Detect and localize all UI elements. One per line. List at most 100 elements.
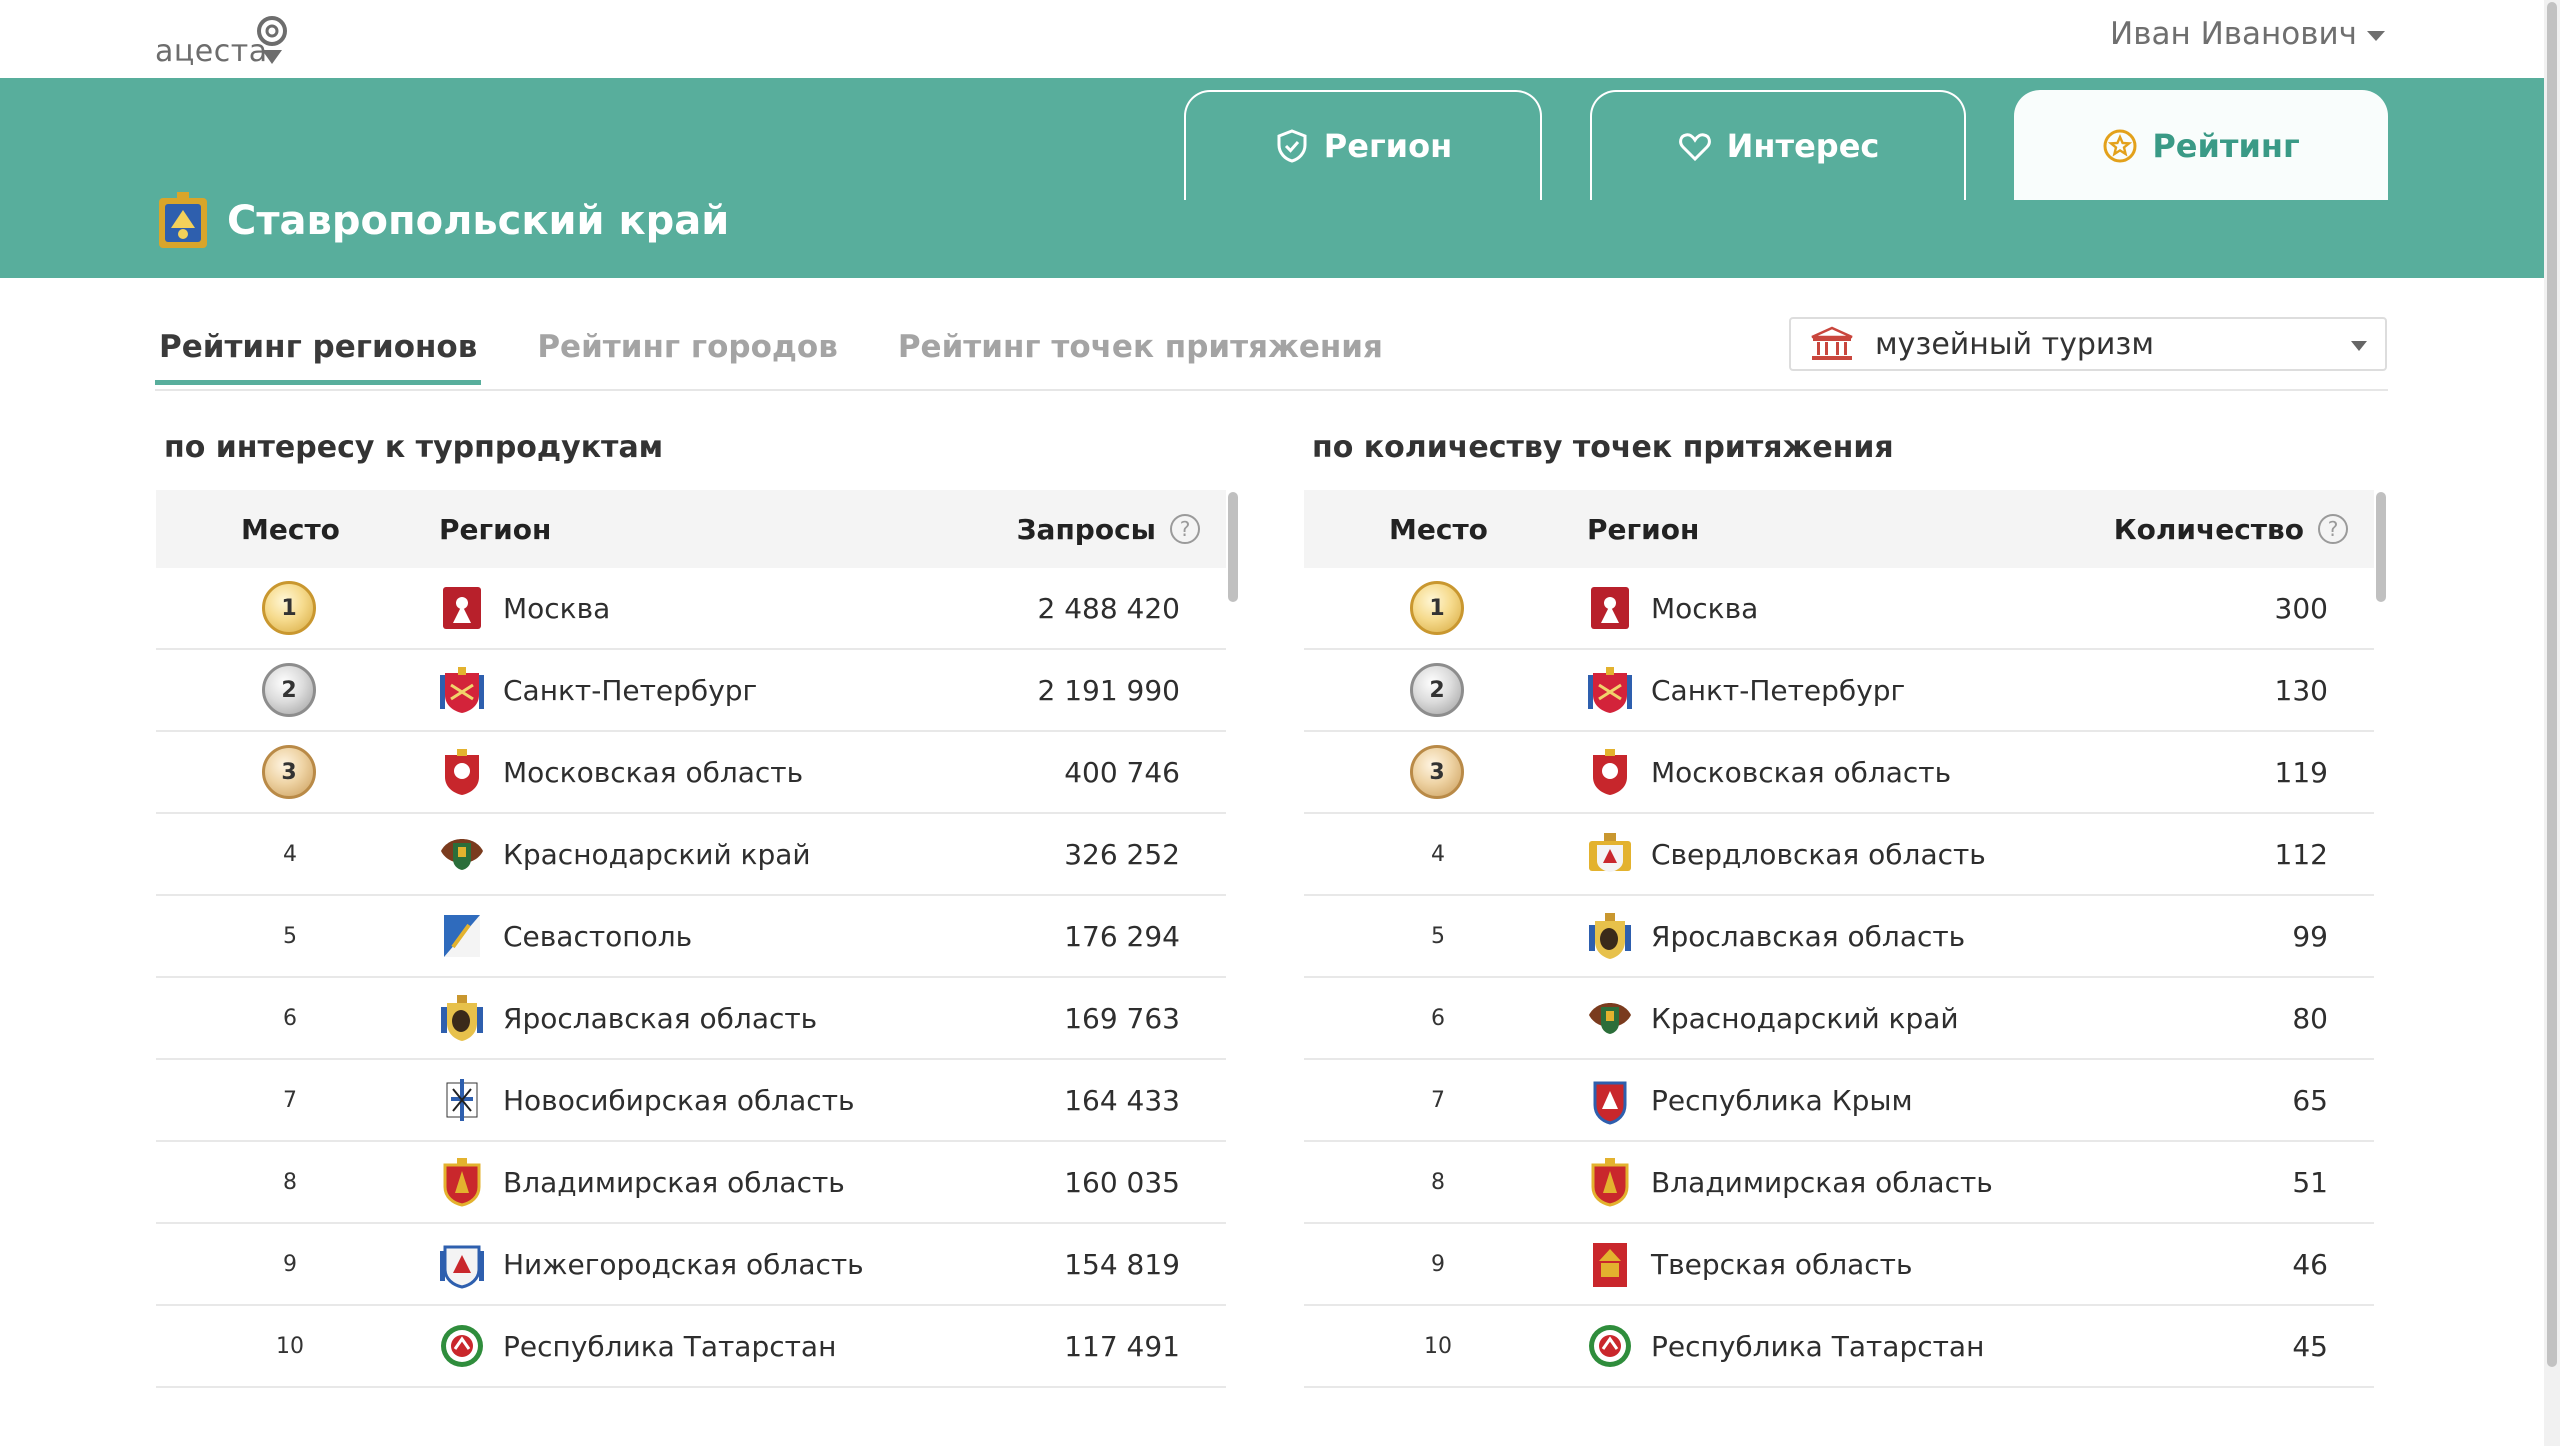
region-name: Санкт-Петербург: [503, 673, 758, 707]
table-row[interactable]: 4 Краснодарский край 326 252: [156, 814, 1226, 896]
bronze-medal-icon: 3: [262, 745, 316, 799]
region-name: Краснодарский край: [1651, 1001, 1959, 1035]
tab-rating-label: Рейтинг: [2152, 127, 2300, 165]
table-row[interactable]: 5 Ярославская область 99: [1304, 896, 2374, 978]
region-cell: Республика Татарстан: [1587, 1321, 1984, 1371]
user-menu[interactable]: Иван Иванович: [2110, 16, 2386, 52]
silver-medal-icon: 2: [1410, 663, 1464, 717]
coat-of-arms-icon: [440, 667, 484, 713]
place-number: 9: [283, 1251, 297, 1277]
place-number: 5: [283, 923, 297, 949]
region-name: Республика Татарстан: [503, 1329, 837, 1363]
tab-interest[interactable]: Интерес: [1590, 90, 1966, 200]
shield-check-icon: [1277, 129, 1307, 163]
table-row[interactable]: 10 Республика Татарстан 117 491: [156, 1306, 1226, 1388]
place-number: 6: [1431, 1005, 1445, 1031]
page-scrollbar[interactable]: [2544, 0, 2560, 1446]
region-name: Тверская область: [1651, 1247, 1913, 1281]
table-row[interactable]: 4 Свердловская область 112: [1304, 814, 2374, 896]
coat-of-arms-icon: [1588, 667, 1632, 713]
region-cell: Московская область: [1587, 747, 1951, 797]
place-number: 5: [1431, 923, 1445, 949]
region-name: Москва: [503, 591, 611, 625]
region-cell: Тверская область: [1587, 1239, 1912, 1289]
table-row[interactable]: 2 Санкт-Петербург 2 191 990: [156, 650, 1226, 732]
table-scrollbar[interactable]: [1226, 490, 1240, 1400]
subtab-regions[interactable]: Рейтинг регионов: [155, 315, 482, 385]
region-cell: Ярославская область: [1587, 911, 1965, 961]
place-number: 8: [1431, 1169, 1445, 1195]
coat-of-arms-icon: [443, 1158, 481, 1207]
table-row[interactable]: 6 Краснодарский край 80: [1304, 978, 2374, 1060]
region-cell: Москва: [1587, 583, 1758, 633]
table-row[interactable]: 7 Республика Крым 65: [1304, 1060, 2374, 1142]
table-row[interactable]: 6 Ярославская область 169 763: [156, 978, 1226, 1060]
table-scrollbar-thumb[interactable]: [2376, 492, 2386, 602]
page-title: Ставропольский край: [227, 198, 730, 244]
place-number: 4: [1431, 841, 1445, 867]
tab-region[interactable]: Регион: [1184, 90, 1542, 200]
value-cell: 160 035: [1064, 1165, 1180, 1199]
top-bar: ацеста Иван Иванович: [0, 0, 2544, 78]
column-place: Место: [1389, 512, 1488, 546]
silver-medal-icon: 2: [262, 663, 316, 717]
coat-of-arms-icon: [1589, 1003, 1631, 1034]
logo-text: ацеста: [155, 34, 268, 69]
tourism-type-select[interactable]: музейный туризм: [1789, 317, 2387, 371]
column-count-label: Количество: [2113, 512, 2304, 546]
value-cell: 326 252: [1064, 837, 1180, 871]
tourism-type-value: музейный туризм: [1875, 326, 2154, 362]
table-row[interactable]: 8 Владимирская область 160 035: [156, 1142, 1226, 1224]
value-cell: 176 294: [1064, 919, 1180, 953]
region-cell: Москва: [439, 583, 610, 633]
chevron-down-icon: [2367, 31, 2386, 41]
region-name: Республика Татарстан: [1651, 1329, 1985, 1363]
rating-subtabs: Рейтинг регионов Рейтинг городов Рейтинг…: [155, 315, 1439, 385]
logo[interactable]: ацеста: [155, 14, 295, 70]
coat-of-arms-icon: [1589, 833, 1631, 872]
place-number: 10: [1424, 1333, 1452, 1359]
help-icon[interactable]: ?: [1170, 514, 1200, 544]
region-name: Московская область: [503, 755, 804, 789]
coat-of-arms-icon: [1591, 587, 1629, 629]
column-requests: Запросы ?: [1017, 513, 1200, 546]
page-scrollbar-thumb[interactable]: [2547, 2, 2557, 1367]
location-pin-icon: [257, 16, 287, 64]
region-name: Краснодарский край: [503, 837, 811, 871]
region-name: Владимирская область: [503, 1165, 845, 1199]
table-scrollbar-thumb[interactable]: [1228, 492, 1238, 602]
tab-rating[interactable]: Рейтинг: [2014, 90, 2388, 200]
gold-medal-icon: 1: [1410, 581, 1464, 635]
value-cell: 130: [2274, 673, 2328, 707]
table-scrollbar[interactable]: [2374, 490, 2388, 1400]
table-row[interactable]: 3 Московская область 400 746: [156, 732, 1226, 814]
region-cell: Владимирская область: [439, 1157, 845, 1207]
table-row[interactable]: 10 Республика Татарстан 45: [1304, 1306, 2374, 1388]
table-row[interactable]: 9 Тверская область 46: [1304, 1224, 2374, 1306]
table-row[interactable]: 8 Владимирская область 51: [1304, 1142, 2374, 1224]
value-cell: 65: [2292, 1083, 2328, 1117]
value-cell: 400 746: [1064, 755, 1180, 789]
table-row[interactable]: 3 Московская область 119: [1304, 732, 2374, 814]
value-cell: 112: [2274, 837, 2328, 871]
table-row[interactable]: 5 Севастополь 176 294: [156, 896, 1226, 978]
table-row[interactable]: 7 Новосибирская область 164 433: [156, 1060, 1226, 1142]
value-cell: 300: [2274, 591, 2328, 625]
column-count: Количество ?: [2114, 513, 2348, 546]
region-cell: Ярославская область: [439, 993, 817, 1043]
dropdown-arrow-icon: [2351, 341, 2367, 351]
value-cell: 154 819: [1064, 1247, 1180, 1281]
table-row[interactable]: 1 Москва 2 488 420: [156, 568, 1226, 650]
value-cell: 119: [2274, 755, 2328, 789]
table-row[interactable]: 9 Нижегородская область 154 819: [156, 1224, 1226, 1306]
place-number: 7: [1431, 1087, 1445, 1113]
coat-of-arms-icon: [441, 1325, 483, 1367]
heart-icon: [1678, 133, 1711, 162]
table-row[interactable]: 1 Москва 300: [1304, 568, 2374, 650]
subtab-cities[interactable]: Рейтинг городов: [537, 329, 838, 365]
interest-rating-rows: 1 Москва 2 488 420 2 Санкт-Петербург 2 191 99…: [156, 568, 1226, 1388]
table-row[interactable]: 2 Санкт-Петербург 130: [1304, 650, 2374, 732]
region-name: Севастополь: [503, 919, 693, 953]
subtab-attractions[interactable]: Рейтинг точек притяжения: [897, 329, 1383, 365]
help-icon[interactable]: ?: [2318, 514, 2348, 544]
